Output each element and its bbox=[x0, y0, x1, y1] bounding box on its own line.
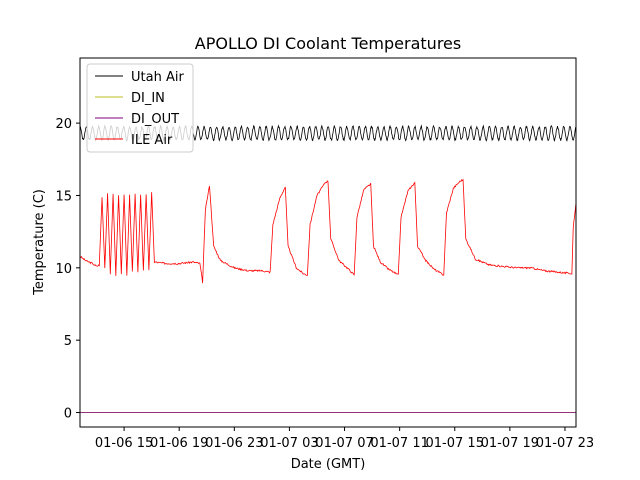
y-tick-label: 0 bbox=[64, 407, 72, 422]
legend-label-di-out: DI_OUT bbox=[131, 112, 179, 127]
x-tick-label: 01-06 23 bbox=[205, 436, 263, 451]
y-axis-title: Temperature (C) bbox=[32, 189, 47, 296]
y-tick-label: 15 bbox=[55, 189, 72, 204]
legend-label-di-in: DI_IN bbox=[131, 91, 165, 106]
legend-label-utah-air: Utah Air bbox=[131, 70, 184, 85]
x-tick-label: 01-07 15 bbox=[426, 436, 484, 451]
legend-label-ile-air: ILE Air bbox=[131, 133, 173, 148]
plot-border bbox=[79, 57, 577, 428]
y-axis: 0 5 10 15 20 bbox=[55, 117, 80, 422]
x-tick-label: 01-07 07 bbox=[315, 436, 373, 451]
y-tick-label: 20 bbox=[55, 117, 72, 132]
x-tick-label: 01-07 03 bbox=[260, 436, 318, 451]
x-tick-label: 01-07 23 bbox=[536, 436, 594, 451]
series-line-ile-air bbox=[80, 178, 576, 284]
legend: Utah Air DI_IN DI_OUT ILE Air bbox=[86, 63, 194, 153]
y-tick-label: 5 bbox=[64, 334, 72, 349]
chart-title: APOLLO DI Coolant Temperatures bbox=[195, 34, 461, 53]
x-tick-label: 01-07 19 bbox=[481, 436, 539, 451]
x-axis-title: Date (GMT) bbox=[291, 457, 366, 472]
legend-box bbox=[86, 63, 194, 153]
y-tick-label: 10 bbox=[55, 262, 72, 277]
x-tick-label: 01-06 15 bbox=[95, 436, 153, 451]
x-tick-label: 01-06 19 bbox=[150, 436, 208, 451]
x-tick-label: 01-07 11 bbox=[370, 436, 428, 451]
